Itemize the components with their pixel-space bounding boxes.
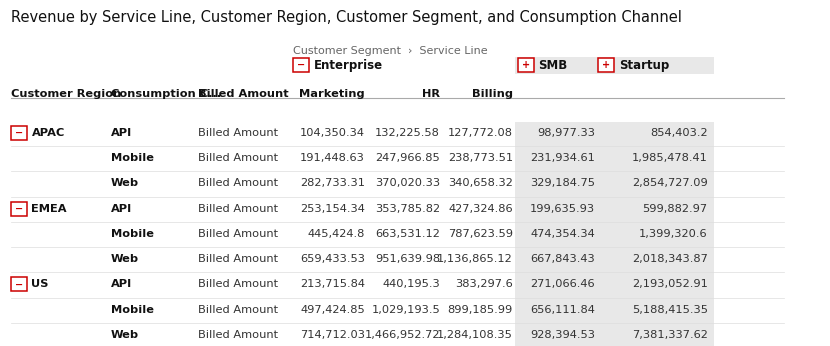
- Text: Billed Amount: Billed Amount: [198, 330, 278, 340]
- Text: Mobile: Mobile: [110, 153, 154, 163]
- FancyBboxPatch shape: [515, 324, 714, 346]
- Text: APAC: APAC: [32, 128, 65, 138]
- Text: 340,658.32: 340,658.32: [448, 179, 513, 188]
- Text: −: −: [15, 204, 23, 213]
- Text: 1,136,865.12: 1,136,865.12: [437, 254, 513, 264]
- FancyBboxPatch shape: [11, 202, 27, 216]
- Text: Customer Segment  ›  Service Line: Customer Segment › Service Line: [293, 46, 487, 56]
- FancyBboxPatch shape: [11, 126, 27, 140]
- Text: 1,985,478.41: 1,985,478.41: [632, 153, 708, 163]
- Text: 191,448.63: 191,448.63: [300, 153, 365, 163]
- Text: 445,424.8: 445,424.8: [307, 229, 365, 239]
- Text: Revenue by Service Line, Customer Region, Customer Segment, and Consumption Chan: Revenue by Service Line, Customer Region…: [11, 10, 681, 25]
- Text: Consumption C...: Consumption C...: [110, 89, 221, 99]
- Text: 238,773.51: 238,773.51: [448, 153, 513, 163]
- Text: Billed Amount: Billed Amount: [198, 254, 278, 264]
- Text: 1,029,193.5: 1,029,193.5: [371, 305, 440, 315]
- Text: Billed Amount: Billed Amount: [198, 305, 278, 315]
- FancyBboxPatch shape: [11, 277, 27, 291]
- Text: Billed Amount: Billed Amount: [198, 204, 278, 213]
- Text: 353,785.82: 353,785.82: [375, 204, 440, 213]
- Text: 383,297.6: 383,297.6: [455, 280, 513, 290]
- Text: Mobile: Mobile: [110, 305, 154, 315]
- Text: 98,977.33: 98,977.33: [537, 128, 595, 138]
- Text: 2,193,052.91: 2,193,052.91: [632, 280, 708, 290]
- FancyBboxPatch shape: [518, 58, 534, 72]
- Text: 213,715.84: 213,715.84: [300, 280, 365, 290]
- Text: HR: HR: [422, 89, 440, 99]
- Text: 899,185.99: 899,185.99: [447, 305, 513, 315]
- Text: 656,111.84: 656,111.84: [530, 305, 595, 315]
- Text: 1,466,952.72: 1,466,952.72: [364, 330, 440, 340]
- Text: 663,531.12: 663,531.12: [375, 229, 440, 239]
- FancyBboxPatch shape: [515, 223, 714, 248]
- Text: 2,018,343.87: 2,018,343.87: [632, 254, 708, 264]
- Text: Billing: Billing: [472, 89, 513, 99]
- Text: Billed Amount: Billed Amount: [198, 128, 278, 138]
- Text: 497,424.85: 497,424.85: [300, 305, 365, 315]
- Text: 127,772.08: 127,772.08: [448, 128, 513, 138]
- Text: Billed Amount: Billed Amount: [198, 153, 278, 163]
- FancyBboxPatch shape: [293, 58, 309, 72]
- Text: 5,188,415.35: 5,188,415.35: [632, 305, 708, 315]
- Text: 329,184.75: 329,184.75: [530, 179, 595, 188]
- Text: +: +: [521, 60, 530, 70]
- Text: API: API: [110, 128, 132, 138]
- Text: 253,154.34: 253,154.34: [300, 204, 365, 213]
- Text: 440,195.3: 440,195.3: [383, 280, 440, 290]
- FancyBboxPatch shape: [515, 299, 714, 324]
- Text: Web: Web: [110, 179, 139, 188]
- Text: Billed Amount: Billed Amount: [198, 229, 278, 239]
- Text: 1,284,108.35: 1,284,108.35: [437, 330, 513, 340]
- Text: Web: Web: [110, 254, 139, 264]
- Text: EMEA: EMEA: [32, 204, 67, 213]
- Text: Mobile: Mobile: [110, 229, 154, 239]
- Text: 104,350.34: 104,350.34: [300, 128, 365, 138]
- Text: 2,854,727.09: 2,854,727.09: [632, 179, 708, 188]
- Text: 667,843.43: 667,843.43: [530, 254, 595, 264]
- Text: 951,639.98: 951,639.98: [375, 254, 440, 264]
- Text: Billed Amount: Billed Amount: [198, 89, 288, 99]
- FancyBboxPatch shape: [515, 122, 714, 147]
- Text: 427,324.86: 427,324.86: [448, 204, 513, 213]
- Text: Enterprise: Enterprise: [314, 59, 383, 72]
- Text: −: −: [15, 128, 23, 138]
- Text: 370,020.33: 370,020.33: [375, 179, 440, 188]
- Text: 787,623.59: 787,623.59: [448, 229, 513, 239]
- FancyBboxPatch shape: [515, 172, 714, 198]
- Text: 714,712.03: 714,712.03: [300, 330, 365, 340]
- Text: Billed Amount: Billed Amount: [198, 179, 278, 188]
- FancyBboxPatch shape: [515, 274, 714, 299]
- Text: 928,394.53: 928,394.53: [530, 330, 595, 340]
- Text: −: −: [15, 280, 23, 290]
- Text: +: +: [603, 60, 610, 70]
- Text: Startup: Startup: [619, 59, 669, 72]
- Text: 659,433.53: 659,433.53: [300, 254, 365, 264]
- Text: −: −: [296, 60, 305, 70]
- Text: 231,934.61: 231,934.61: [530, 153, 595, 163]
- Text: Web: Web: [110, 330, 139, 340]
- Text: API: API: [110, 204, 132, 213]
- Text: 132,225.58: 132,225.58: [375, 128, 440, 138]
- Text: Marketing: Marketing: [300, 89, 365, 99]
- FancyBboxPatch shape: [515, 198, 714, 223]
- Text: 854,403.2: 854,403.2: [650, 128, 708, 138]
- Text: 7,381,337.62: 7,381,337.62: [632, 330, 708, 340]
- Text: 199,635.93: 199,635.93: [530, 204, 595, 213]
- Text: 282,733.31: 282,733.31: [300, 179, 365, 188]
- Text: API: API: [110, 280, 132, 290]
- Text: Billed Amount: Billed Amount: [198, 280, 278, 290]
- FancyBboxPatch shape: [598, 58, 614, 72]
- Text: 247,966.85: 247,966.85: [375, 153, 440, 163]
- FancyBboxPatch shape: [515, 147, 714, 172]
- Text: 599,882.97: 599,882.97: [642, 204, 708, 213]
- Text: 1,399,320.6: 1,399,320.6: [639, 229, 708, 239]
- FancyBboxPatch shape: [515, 57, 714, 74]
- Text: 271,066.46: 271,066.46: [530, 280, 595, 290]
- Text: 474,354.34: 474,354.34: [530, 229, 595, 239]
- Text: US: US: [32, 280, 49, 290]
- Text: Customer Region: Customer Region: [11, 89, 121, 99]
- Text: SMB: SMB: [539, 59, 568, 72]
- FancyBboxPatch shape: [515, 248, 714, 274]
